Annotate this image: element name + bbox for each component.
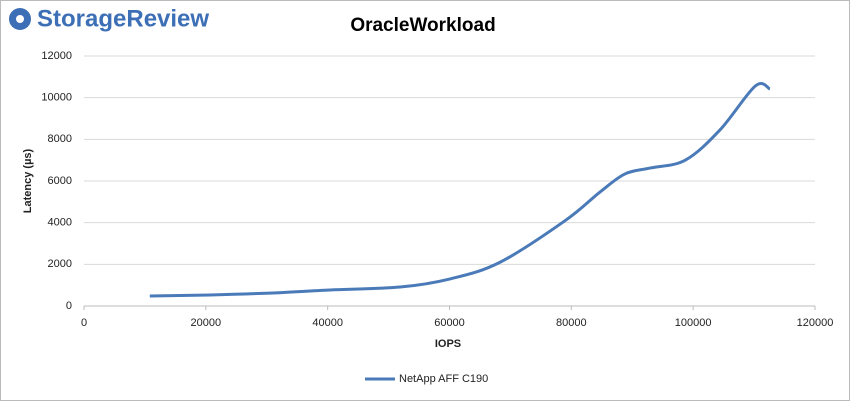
- y-tick-label: 2000: [48, 258, 72, 270]
- x-axis-title: IOPS: [435, 338, 461, 350]
- logo: StorageReview: [9, 5, 209, 32]
- x-tick-label: 80000: [556, 317, 587, 329]
- chart-title: OracleWorkload: [350, 15, 495, 36]
- legend-label: NetApp AFF C190: [399, 373, 488, 385]
- y-tick-label: 0: [66, 300, 72, 312]
- x-tick-label: 20000: [191, 317, 222, 329]
- x-tick-label: 0: [81, 317, 87, 329]
- logo-text: StorageReview: [37, 5, 209, 32]
- x-tick-label: 40000: [312, 317, 343, 329]
- y-tick-label: 8000: [48, 133, 72, 145]
- logo-icon-dot: [16, 15, 24, 23]
- y-tick-label: 10000: [41, 92, 72, 104]
- y-tick-label: 4000: [48, 217, 72, 229]
- series-line: [149, 82, 771, 298]
- x-tick-label: 60000: [434, 317, 465, 329]
- y-tick-label: 12000: [41, 50, 72, 62]
- y-tick-label: 6000: [48, 175, 72, 187]
- x-tick-label: 100000: [675, 317, 712, 329]
- x-tick-label: 120000: [797, 317, 834, 329]
- y-axis-title: Latency (µs): [22, 148, 34, 213]
